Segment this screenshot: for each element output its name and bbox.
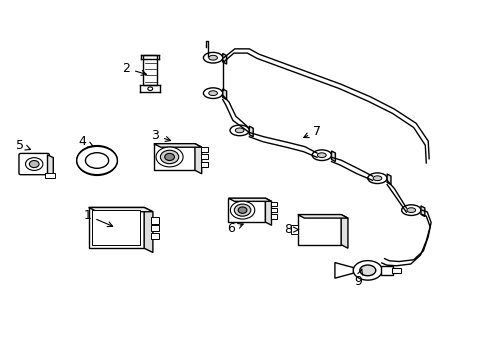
Polygon shape: [420, 206, 424, 216]
Text: 3: 3: [151, 129, 170, 142]
Ellipse shape: [352, 261, 382, 280]
Text: 8: 8: [284, 223, 298, 236]
Bar: [228, 198, 265, 222]
Text: 1: 1: [83, 209, 112, 226]
Circle shape: [234, 204, 250, 216]
Bar: [151, 233, 159, 239]
Polygon shape: [47, 155, 53, 176]
Bar: [201, 162, 208, 167]
Polygon shape: [297, 215, 347, 218]
Ellipse shape: [235, 128, 244, 133]
Text: 7: 7: [303, 125, 320, 138]
Bar: [297, 215, 341, 245]
Circle shape: [230, 201, 254, 219]
Bar: [290, 225, 297, 234]
Polygon shape: [223, 54, 226, 64]
Polygon shape: [223, 89, 226, 100]
Ellipse shape: [229, 125, 249, 136]
Circle shape: [29, 161, 39, 168]
Polygon shape: [144, 207, 153, 252]
Ellipse shape: [203, 88, 223, 99]
FancyBboxPatch shape: [19, 153, 49, 175]
Polygon shape: [154, 144, 202, 147]
Polygon shape: [334, 262, 352, 278]
Bar: [201, 147, 208, 152]
Polygon shape: [341, 215, 347, 248]
Polygon shape: [265, 198, 271, 225]
Polygon shape: [195, 144, 202, 174]
Polygon shape: [331, 151, 335, 162]
Bar: [151, 225, 159, 231]
Text: 6: 6: [226, 222, 243, 235]
Ellipse shape: [208, 91, 217, 95]
Ellipse shape: [367, 173, 386, 184]
Text: 9: 9: [353, 269, 362, 288]
Circle shape: [238, 207, 246, 213]
Ellipse shape: [208, 55, 217, 60]
Ellipse shape: [359, 265, 375, 276]
Text: 5: 5: [16, 139, 30, 152]
Bar: [270, 202, 277, 206]
Ellipse shape: [401, 205, 420, 215]
Circle shape: [160, 150, 179, 164]
Bar: [201, 154, 208, 159]
Text: 4: 4: [79, 135, 93, 148]
Bar: [270, 208, 277, 212]
Circle shape: [147, 87, 152, 90]
Ellipse shape: [203, 53, 223, 63]
Circle shape: [156, 147, 183, 167]
Bar: [151, 217, 159, 224]
Bar: [391, 267, 400, 273]
Text: 2: 2: [122, 62, 146, 75]
Bar: [45, 173, 55, 178]
Circle shape: [77, 145, 117, 175]
Polygon shape: [88, 207, 144, 248]
Bar: [154, 144, 195, 170]
Ellipse shape: [311, 150, 331, 161]
Circle shape: [25, 158, 43, 170]
Circle shape: [164, 153, 174, 161]
Bar: [143, 55, 157, 85]
Ellipse shape: [406, 208, 415, 212]
Ellipse shape: [85, 153, 108, 168]
Bar: [270, 214, 277, 219]
Bar: [381, 266, 392, 275]
Ellipse shape: [77, 146, 117, 175]
Ellipse shape: [317, 153, 325, 158]
Bar: [92, 210, 140, 246]
Polygon shape: [386, 174, 390, 185]
Polygon shape: [228, 198, 271, 201]
Polygon shape: [249, 126, 253, 137]
Circle shape: [85, 152, 108, 169]
Polygon shape: [88, 207, 153, 212]
Ellipse shape: [372, 176, 381, 181]
